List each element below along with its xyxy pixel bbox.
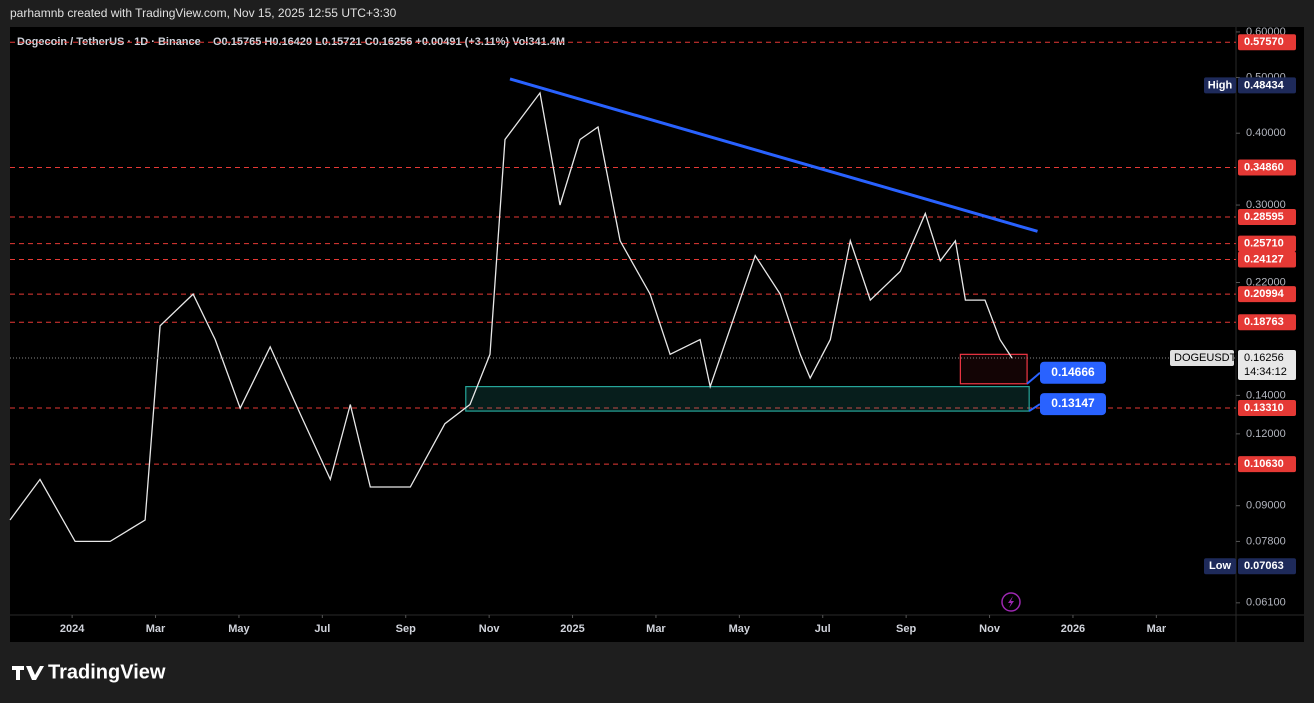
callout xyxy=(1040,361,1106,384)
level-label: 0.28595 xyxy=(1244,211,1284,223)
level-badge xyxy=(1238,399,1296,416)
level-badge xyxy=(1238,159,1296,176)
last-badge xyxy=(1238,350,1296,381)
x-tick-label: Mar xyxy=(146,623,166,635)
chart-pane xyxy=(10,27,1304,642)
y-tick-label: 0.06100 xyxy=(1246,597,1286,609)
level-label: 0.57570 xyxy=(1244,36,1284,48)
x-tick-label: Sep xyxy=(896,623,916,635)
tv-logo xyxy=(12,666,44,680)
symbol-label: DOGEUSDT xyxy=(1174,352,1237,364)
callout-pointer xyxy=(1028,403,1041,412)
x-tick-label: Nov xyxy=(979,623,1001,635)
last-label: 0.16256 xyxy=(1244,352,1284,364)
zone xyxy=(959,353,1028,385)
symbol-badge xyxy=(1170,350,1234,367)
high-badge xyxy=(1238,77,1296,94)
callout-label: 0.14666 xyxy=(1051,365,1095,379)
level-badge xyxy=(1238,34,1296,51)
low-label: 0.07063 xyxy=(1244,560,1284,572)
callout-label: 0.13147 xyxy=(1051,396,1095,410)
low-name: Low xyxy=(1209,560,1231,572)
high-label: 0.48434 xyxy=(1244,79,1285,91)
level-badge xyxy=(1238,286,1296,303)
y-tick-label: 0.30000 xyxy=(1246,199,1286,211)
zone xyxy=(465,386,1030,412)
level-badge xyxy=(1238,235,1296,252)
x-tick-label: Mar xyxy=(1147,623,1167,635)
x-tick-label: 2025 xyxy=(560,623,584,635)
price-line xyxy=(9,91,1013,543)
x-tick-label: 2026 xyxy=(1061,623,1085,635)
y-tick-label: 0.12000 xyxy=(1246,428,1286,440)
x-tick-label: Sep xyxy=(396,623,416,635)
alert-icon[interactable] xyxy=(1001,592,1021,612)
y-tick-label: 0.60000 xyxy=(1246,26,1286,38)
x-tick-label: Mar xyxy=(646,623,666,635)
level-label: 0.10630 xyxy=(1244,458,1284,470)
x-tick-label: Jul xyxy=(314,623,330,635)
level-label: 0.24127 xyxy=(1244,253,1284,265)
y-tick-label: 0.07800 xyxy=(1246,535,1286,547)
level-badge xyxy=(1238,251,1296,268)
y-tick-label: 0.09000 xyxy=(1246,500,1286,512)
header: parhamnb created with TradingView.com, N… xyxy=(10,6,397,20)
level-label: 0.25710 xyxy=(1244,237,1284,249)
symbol-title: Dogecoin / TetherUS · 1D · Binance xyxy=(17,36,201,48)
x-tick-label: May xyxy=(729,623,751,635)
level-label: 0.18763 xyxy=(1244,316,1284,328)
level-label: 0.20994 xyxy=(1244,288,1285,300)
level-badge xyxy=(1238,209,1296,226)
level-label: 0.13310 xyxy=(1244,402,1284,414)
trendline xyxy=(509,77,1038,233)
y-tick-label: 0.40000 xyxy=(1246,127,1286,139)
x-tick-label: 2024 xyxy=(60,623,85,635)
level-badge xyxy=(1238,314,1296,331)
level-label: 0.34860 xyxy=(1244,161,1284,173)
high-name-badge xyxy=(1204,77,1236,94)
x-tick-label: Jul xyxy=(815,623,831,635)
watermark: TradingView xyxy=(48,661,166,683)
x-tick-label: May xyxy=(228,623,250,635)
high-name: High xyxy=(1208,79,1233,91)
callout-pointer xyxy=(1026,372,1041,385)
callout xyxy=(1040,393,1106,416)
level-badge xyxy=(1238,456,1296,473)
y-tick-label: 0.22000 xyxy=(1246,276,1286,288)
low-name-badge xyxy=(1204,558,1236,575)
x-tick-label: Nov xyxy=(479,623,501,635)
y-tick-label: 0.14000 xyxy=(1246,389,1286,401)
countdown: 14:34:12 xyxy=(1244,366,1287,378)
low-badge xyxy=(1238,558,1296,575)
